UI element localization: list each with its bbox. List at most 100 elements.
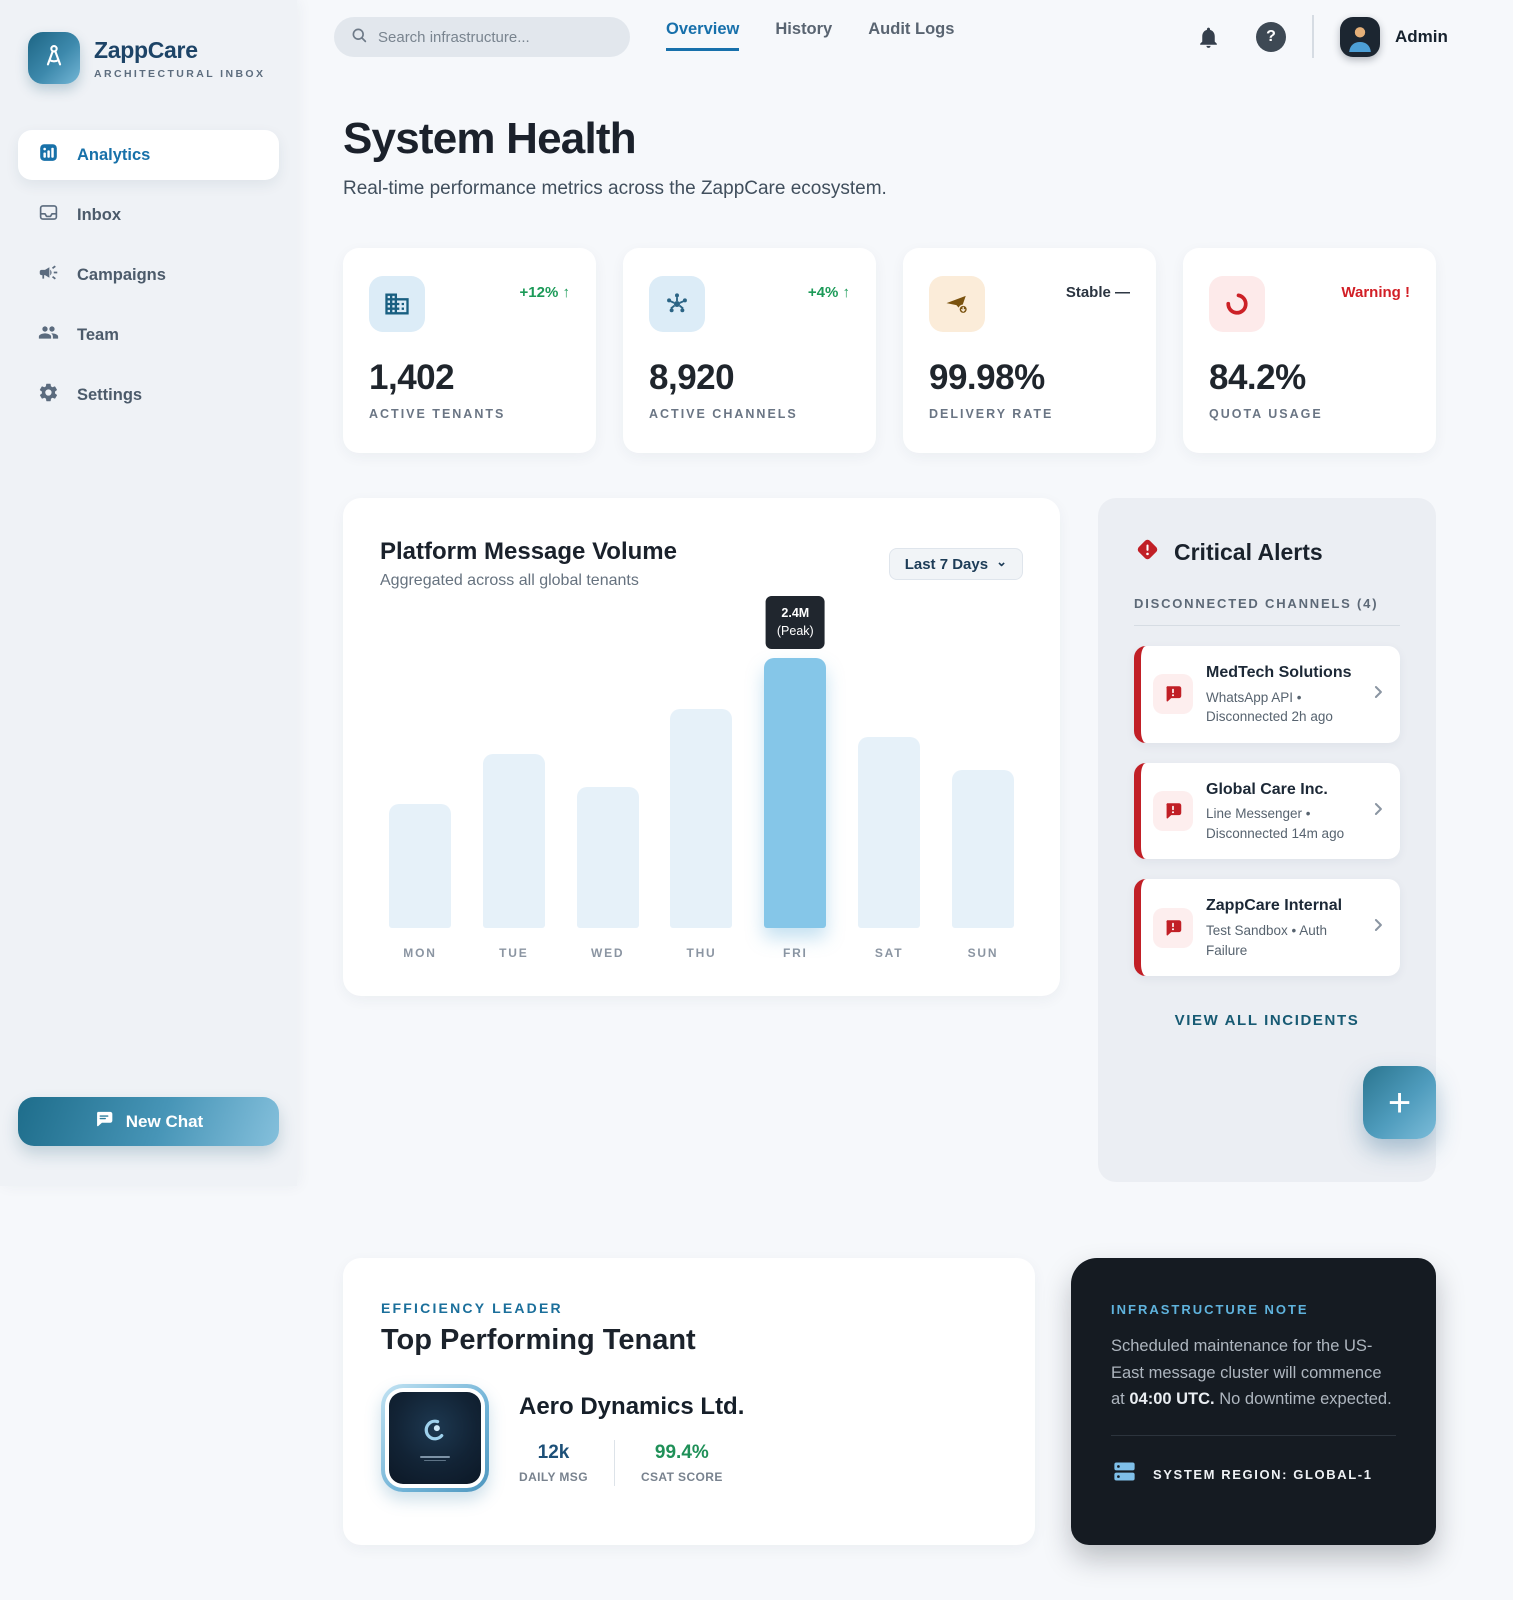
tenant-stat-value: 99.4% — [654, 1442, 709, 1463]
search-icon — [350, 26, 368, 49]
quota-loader-icon — [1209, 276, 1265, 332]
compass-icon — [40, 42, 68, 75]
chart-x-tick-label: TUE — [499, 946, 529, 960]
sidebar-item-label: Analytics — [77, 145, 151, 164]
chart-bar-column: TUE — [482, 754, 545, 960]
tenant-stats-divider — [613, 1440, 615, 1486]
stat-card-active-tenants: +12% ↑ 1,402 ACTIVE TENANTS — [343, 248, 596, 453]
chart-bar-sat[interactable] — [858, 737, 921, 928]
chart-tooltip: 2.4M (Peak) — [765, 595, 825, 649]
chart-bar-sun[interactable] — [951, 770, 1014, 928]
top-tenant-card: EFFICIENCY LEADER Top Performing Tenant … — [343, 1258, 1035, 1545]
sidebar-item-settings[interactable]: Settings — [18, 370, 279, 420]
date-range-dropdown[interactable]: Last 7 Days ⌄ — [888, 548, 1023, 580]
chart-bar-column: MON — [389, 804, 451, 960]
stat-trend: Warning ! — [1341, 284, 1410, 301]
chart-x-tick-label: SUN — [967, 946, 999, 960]
help-button[interactable]: ? — [1256, 22, 1286, 52]
note-time-emphasis: 04:00 UTC. — [1129, 1390, 1215, 1409]
tenant-stat-label: CSAT SCORE — [640, 1470, 723, 1484]
tenant-stat-daily-msg: 12k DAILY MSG — [519, 1442, 588, 1484]
alert-card-global-care[interactable]: Global Care Inc. Line Messenger • Discon… — [1134, 762, 1400, 860]
page-title: System Health — [343, 114, 637, 163]
team-icon — [38, 322, 59, 348]
tenant-stats: 12k DAILY MSG 99.4% CSAT SCORE — [519, 1440, 723, 1486]
chart-bar-tue[interactable] — [482, 754, 545, 928]
chart-bar-wed[interactable] — [576, 787, 639, 928]
inbox-icon — [38, 202, 59, 228]
search-input[interactable] — [378, 28, 614, 46]
alerts-section-label: DISCONNECTED CHANNELS (4) — [1134, 596, 1400, 626]
chat-alert-icon — [1153, 791, 1193, 832]
stat-label: ACTIVE TENANTS — [369, 407, 506, 421]
note-divider — [1111, 1435, 1396, 1437]
sidebar-item-team[interactable]: Team — [18, 310, 279, 360]
alert-detail: WhatsApp API • Disconnected 2h ago — [1206, 689, 1333, 725]
notification-bell-button[interactable] — [1196, 25, 1221, 53]
chart-x-tick-label: SAT — [874, 946, 904, 960]
alert-diamond-icon — [1134, 536, 1161, 568]
note-footer: SYSTEM REGION: GLOBAL-1 — [1111, 1458, 1396, 1490]
chart-bar-column: SUN — [951, 770, 1014, 960]
brand: ZappCare ARCHITECTURAL INBOX — [0, 0, 297, 84]
stat-trend: +4% ↑ — [807, 284, 850, 301]
sidebar-item-analytics[interactable]: Analytics — [18, 130, 279, 180]
chat-icon — [94, 1109, 114, 1134]
chat-alert-icon — [1153, 674, 1193, 715]
stat-label: DELIVERY RATE — [929, 407, 1054, 421]
add-fab-button[interactable]: + — [1363, 1066, 1436, 1139]
user-menu[interactable]: Admin — [1340, 17, 1448, 57]
chart-plot: MON TUE WED THU 2.4M (Peak) FRI SAT SUN — [389, 595, 1014, 960]
chart-x-tick-label: FRI — [782, 946, 808, 960]
analytics-icon — [38, 142, 59, 168]
stat-trend: +12% ↑ — [519, 284, 571, 301]
sidebar-item-campaigns[interactable]: Campaigns — [18, 250, 279, 300]
chevron-right-icon[interactable] — [1368, 799, 1388, 824]
send-icon — [929, 276, 985, 332]
stat-value: 84.2% — [1209, 358, 1306, 397]
note-body: Scheduled maintenance for the US-East me… — [1111, 1337, 1392, 1409]
tenant-title: Top Performing Tenant — [381, 1324, 696, 1356]
tab-audit-logs[interactable]: Audit Logs — [868, 20, 955, 38]
chart-x-tick-label: WED — [590, 946, 625, 960]
new-chat-button[interactable]: New Chat — [18, 1097, 279, 1146]
tab-history[interactable]: History — [775, 20, 833, 38]
chevron-right-icon[interactable] — [1368, 915, 1388, 940]
stat-card-active-channels: +4% ↑ 8,920 ACTIVE CHANNELS — [623, 248, 876, 453]
stat-label: ACTIVE CHANNELS — [649, 407, 798, 421]
chevron-right-icon[interactable] — [1368, 682, 1388, 707]
chart-bar-fri[interactable]: 2.4M (Peak) — [764, 595, 827, 928]
sidebar-nav: Analytics Inbox Campaigns — [0, 130, 297, 420]
hub-icon — [649, 276, 705, 332]
sidebar-item-label: Settings — [77, 385, 143, 404]
alert-name: Global Care Inc. — [1206, 780, 1328, 798]
sidebar-item-inbox[interactable]: Inbox — [18, 190, 279, 240]
alerts-header: Critical Alerts — [1098, 498, 1436, 568]
view-all-incidents-button[interactable]: VIEW ALL INCIDENTS — [1174, 1012, 1360, 1030]
chat-alert-icon — [1153, 907, 1193, 948]
stat-card-quota-usage: Warning ! 84.2% QUOTA USAGE — [1183, 248, 1436, 453]
chart-x-tick-label: THU — [686, 946, 717, 960]
sidebar-item-label: Inbox — [77, 205, 121, 224]
stat-value: 1,402 — [369, 358, 455, 397]
tenant-logo — [381, 1384, 489, 1492]
sidebar-item-label: Team — [77, 325, 119, 344]
alert-name: MedTech Solutions — [1206, 664, 1352, 681]
brand-tagline: ARCHITECTURAL INBOX — [94, 67, 266, 80]
page-subtitle: Real-time performance metrics across the… — [343, 178, 887, 199]
chart-x-tick-label: MON — [403, 946, 437, 960]
chart-bar-column: 2.4M (Peak) FRI — [764, 595, 827, 960]
chart-bar-thu[interactable] — [670, 709, 733, 928]
user-name: Admin — [1395, 27, 1448, 46]
chart-bar-mon[interactable] — [389, 804, 451, 928]
sidebar-item-label: Campaigns — [77, 265, 166, 284]
tenant-eyebrow: EFFICIENCY LEADER — [381, 1300, 563, 1316]
trend-up-arrow-icon: ↑ — [562, 284, 571, 301]
alert-card-zappcare-internal[interactable]: ZappCare Internal Test Sandbox • Auth Fa… — [1134, 879, 1400, 977]
chart-bar-column: WED — [576, 787, 639, 960]
alert-card-medtech[interactable]: MedTech Solutions WhatsApp API • Disconn… — [1134, 646, 1400, 743]
tab-overview[interactable]: Overview — [666, 20, 740, 51]
stat-label: QUOTA USAGE — [1209, 407, 1323, 421]
trend-stable-dash-icon: — — [1115, 284, 1130, 301]
